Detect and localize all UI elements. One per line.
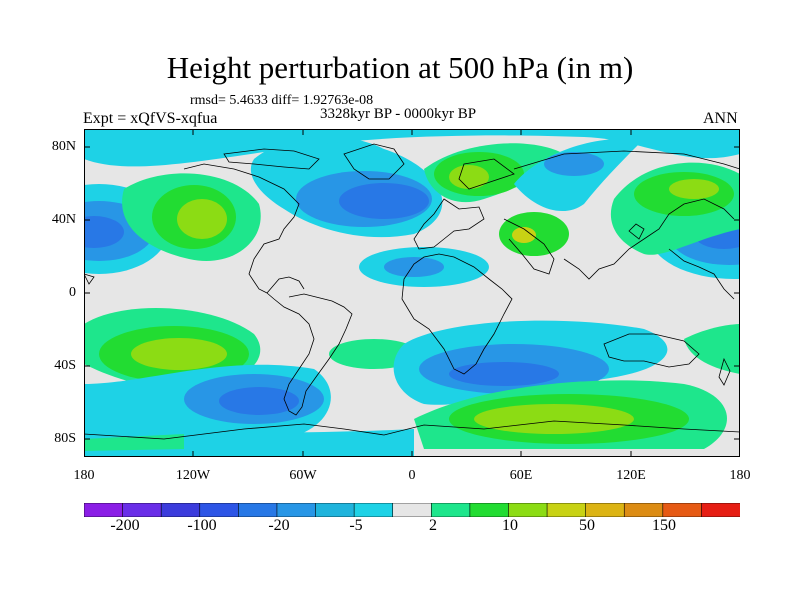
colorbar-swatch	[353, 503, 394, 517]
lat-ticks	[84, 146, 740, 440]
colorbar-swatch	[84, 503, 124, 517]
lat-label-80s: 80S	[54, 431, 76, 446]
lon-label-180w: 180	[73, 468, 95, 483]
colorbar-label: 2	[429, 517, 437, 534]
colorbar-swatch	[392, 503, 433, 517]
lat-label-0: 0	[69, 285, 76, 300]
colorbar-swatch	[430, 503, 471, 517]
colorbar-swatch	[276, 503, 317, 517]
contour-fills	[84, 129, 740, 457]
colorbar-swatch	[160, 503, 201, 517]
lat-label-40n: 40N	[51, 212, 76, 227]
map-title: Height perturbation at 500 hPa (in m)	[166, 50, 634, 85]
colorbar-label: 50	[579, 517, 595, 534]
colorbar	[84, 503, 740, 517]
colorbar-swatch	[662, 503, 703, 517]
lon-label-120w: 120W	[175, 468, 211, 483]
coastlines	[84, 143, 740, 440]
colorbar-swatch	[508, 503, 548, 517]
colorbar-label: -100	[187, 517, 217, 534]
height-perturbation-map	[84, 129, 740, 457]
colorbar-label: 150	[652, 517, 676, 534]
colorbar-swatch	[199, 503, 240, 517]
colorbar-label: -200	[110, 517, 140, 534]
colorbar-swatch	[585, 503, 626, 517]
colorbar-swatch	[315, 503, 355, 517]
lon-label-60w: 60W	[289, 468, 317, 483]
colorbar-swatch	[469, 503, 510, 517]
colorbar-label: -20	[268, 517, 290, 534]
time-period: 3328kyr BP - 0000kyr BP	[320, 106, 477, 122]
lat-label-80n: 80N	[51, 139, 76, 154]
lon-label-120e: 120E	[616, 468, 646, 483]
colorbar-swatch	[238, 503, 278, 517]
colorbar-swatch	[546, 503, 587, 517]
rmsd-diff-stats: rmsd= 5.4633 diff= 1.92763e-08	[190, 93, 374, 108]
colorbar-swatch	[122, 503, 162, 517]
colorbar-label: 10	[502, 517, 518, 534]
lat-label-40s: 40S	[54, 358, 76, 373]
colorbar-label: -5	[349, 517, 363, 534]
colorbar-swatch	[701, 503, 740, 517]
lon-label-180e: 180	[729, 468, 751, 483]
lon-label-0: 0	[408, 468, 416, 483]
lon-ticks	[192, 129, 632, 457]
season-label: ANN	[703, 110, 738, 127]
lon-label-60e: 60E	[509, 468, 533, 483]
colorbar-swatch	[623, 503, 664, 517]
experiment-label: Expt = xQfVS-xqfua	[83, 110, 218, 127]
